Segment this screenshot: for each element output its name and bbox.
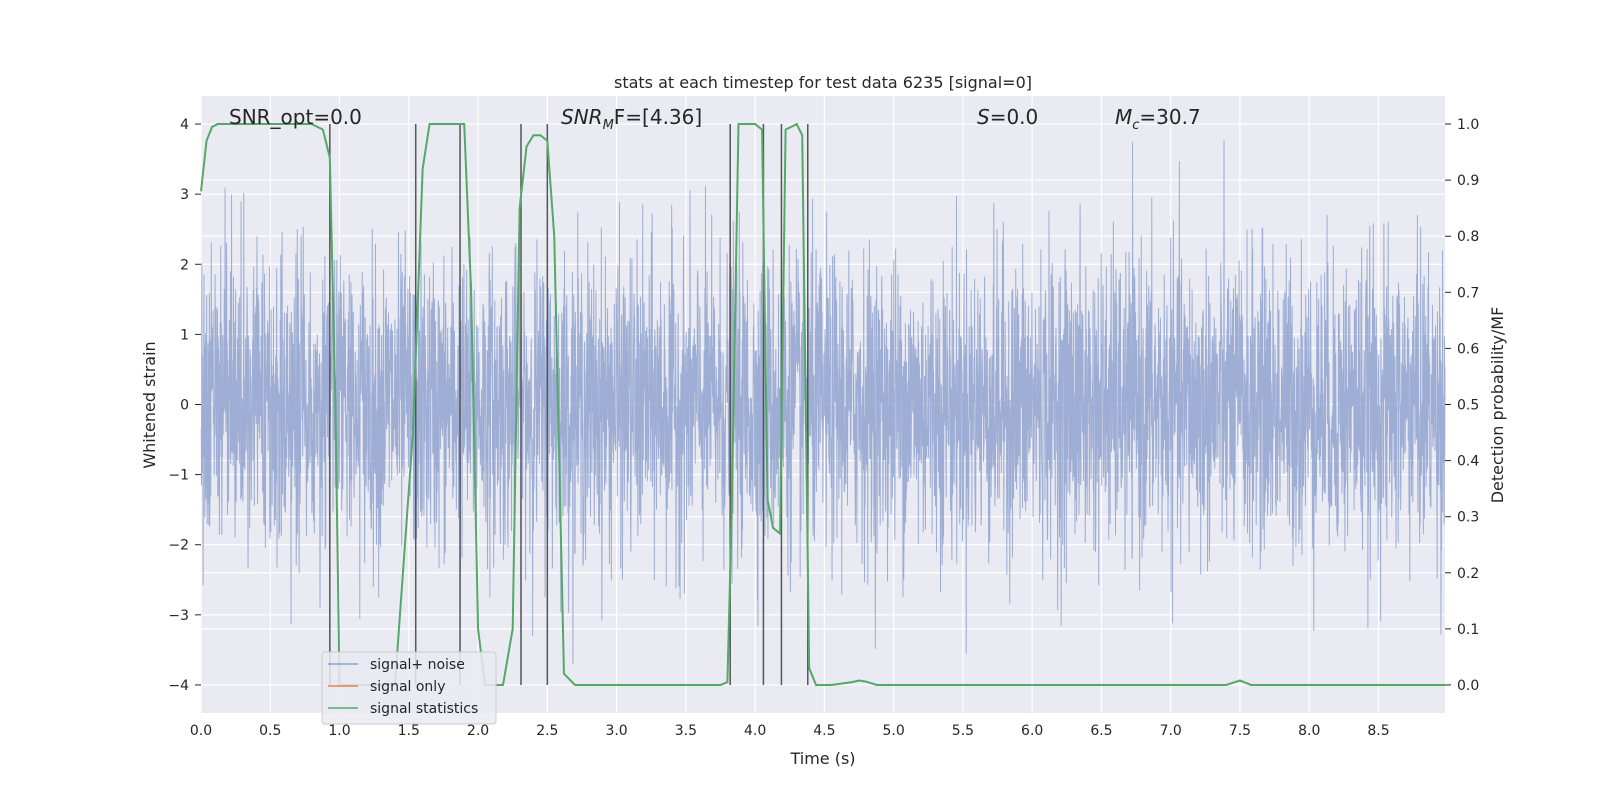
s-value: =0.0 [990, 105, 1039, 129]
signal-statistics-line [200, 122, 1445, 686]
y-right-tick-label: 0.4 [1457, 454, 1479, 470]
y-axis-ticks: 4 3 2 1 0 −1 −2 −3 −4 [168, 117, 201, 694]
mc-symbol: M [1115, 105, 1132, 129]
y-tick-label: 0 [180, 398, 189, 414]
y-right-tick-label: 0.8 [1457, 229, 1479, 245]
x-tick-label: 6.0 [1021, 723, 1043, 739]
x-tick-label: 3.5 [675, 723, 697, 739]
x-tick-label: 5.0 [883, 723, 905, 739]
y-right-tick-label: 0.9 [1457, 173, 1479, 189]
y-right-tick-label: 0.0 [1457, 678, 1479, 694]
signal-plus-noise-line [200, 140, 1446, 664]
x-tick-label: 5.5 [952, 723, 974, 739]
y-right-tick-label: 0.7 [1457, 285, 1479, 301]
y-right-tick-label: 1.0 [1457, 117, 1479, 133]
y-right-tick-label: 0.6 [1457, 341, 1479, 357]
x-tick-label: 6.5 [1090, 723, 1112, 739]
y-tick-label: 4 [180, 117, 189, 133]
y-right-tick-label: 0.2 [1457, 566, 1479, 582]
x-tick-label: 1.5 [398, 723, 420, 739]
annotation-s: S=0.0 [977, 105, 1038, 129]
x-tick-label: 1.0 [328, 723, 350, 739]
legend-label-signal-only: signal only [370, 679, 445, 695]
mc-subscript: c [1132, 118, 1139, 133]
y-tick-label: −3 [168, 608, 189, 624]
y-axis-label: Whitened strain [140, 341, 159, 468]
annotation-snr-mf: SNRMF=[4.36] [561, 105, 702, 133]
x-tick-label: 7.0 [1160, 723, 1182, 739]
y-right-tick-label: 0.3 [1457, 510, 1479, 526]
x-tick-label: 7.5 [1229, 723, 1251, 739]
y-tick-label: 3 [180, 187, 189, 203]
y-right-axis-ticks: 1.0 0.9 0.8 0.7 0.6 0.5 0.4 0.3 0.2 0.1 0.0 [1445, 117, 1479, 694]
legend: signal+ noise signal only signal statist… [321, 651, 497, 725]
x-tick-label: 8.0 [1298, 723, 1320, 739]
mc-value: =30.7 [1139, 105, 1200, 129]
x-tick-label: 0.0 [190, 723, 212, 739]
y-right-tick-label: 0.1 [1457, 622, 1479, 638]
legend-label-signal-plus-noise: signal+ noise [370, 657, 465, 673]
x-axis-label: Time (s) [789, 749, 855, 768]
y-right-axis-label: Detection probability/MF [1488, 307, 1507, 504]
annotation-mc: Mc=30.7 [1115, 105, 1201, 133]
x-tick-label: 0.5 [259, 723, 281, 739]
series-signal-statistics [200, 122, 1445, 686]
snr-mf-value: F=[4.36] [614, 105, 702, 129]
snr-mf-symbol: SNR [561, 105, 603, 129]
y-tick-label: −2 [168, 538, 189, 554]
y-tick-label: −4 [168, 678, 189, 694]
y-tick-label: 2 [180, 257, 189, 273]
y-tick-label: −1 [168, 468, 189, 484]
chart-title: stats at each timestep for test data 623… [614, 73, 1032, 92]
x-tick-label: 2.5 [536, 723, 558, 739]
x-tick-label: 2.0 [467, 723, 489, 739]
snr-mf-subscript: M [603, 118, 614, 133]
legend-box [321, 651, 497, 725]
x-axis-ticks: 0.0 0.5 1.0 1.5 2.0 2.5 3.0 3.5 4.0 4.5 5.0 5.5 6.0 6… [190, 723, 1390, 739]
x-tick-label: 8.5 [1367, 723, 1389, 739]
y-right-tick-label: 0.5 [1457, 398, 1479, 414]
x-tick-label: 4.5 [813, 723, 835, 739]
x-tick-label: 3.0 [605, 723, 627, 739]
y-tick-label: 1 [180, 327, 189, 343]
annotation-snr-opt: SNR_opt=0.0 [229, 105, 362, 129]
legend-label-signal-statistics: signal statistics [370, 701, 478, 717]
series-signal-plus-noise [200, 140, 1446, 664]
s-symbol: S [977, 105, 990, 129]
x-tick-label: 4.0 [744, 723, 766, 739]
